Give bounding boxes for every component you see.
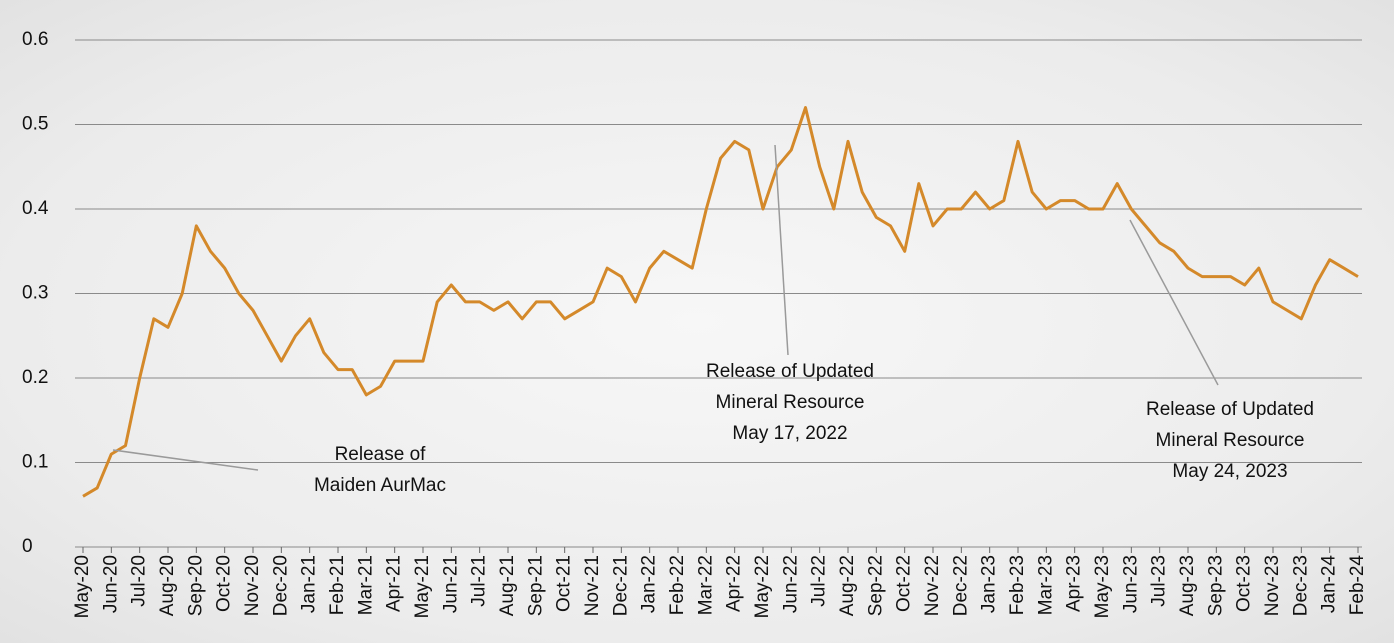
x-tick-label: Apr-21	[384, 555, 405, 612]
x-tick-label: Aug-22	[837, 555, 858, 616]
x-tick-label: Aug-23	[1177, 555, 1198, 616]
x-tick-label: Dec-23	[1290, 555, 1311, 616]
y-tick-label: 0.6	[22, 29, 48, 50]
x-tick-label: May-20	[72, 555, 93, 618]
y-tick-label: 0.2	[22, 367, 48, 388]
x-tick-label: May-22	[752, 555, 773, 618]
x-tick-label: Sep-21	[525, 555, 546, 616]
x-tick-label: Mar-21	[355, 555, 376, 615]
x-tick-label: Dec-20	[270, 555, 291, 616]
x-tick-label: Nov-20	[242, 555, 263, 616]
x-tick-label: May-21	[412, 555, 433, 618]
x-tick-label: Aug-20	[157, 555, 178, 616]
annotation-text: May 24, 2023	[1172, 461, 1287, 482]
x-tick-label: Oct-23	[1234, 555, 1255, 612]
x-tick-label: Sep-23	[1205, 555, 1226, 616]
annotation-text: Mineral Resource	[1156, 430, 1305, 451]
x-tick-label: Nov-23	[1262, 555, 1283, 616]
annotation-text: Release of Updated	[1146, 399, 1314, 420]
x-tick-label: Feb-21	[327, 555, 348, 615]
x-tick-label: Oct-22	[894, 555, 915, 612]
x-tick-label: Jul-23	[1149, 555, 1170, 607]
x-tick-label: Jun-21	[440, 555, 461, 613]
annotation-text: Mineral Resource	[716, 392, 865, 413]
x-tick-label: Jul-21	[469, 555, 490, 607]
annotation-leader	[774, 144, 789, 356]
x-tick-label: Jan-22	[639, 555, 660, 613]
annotation-text: Maiden AurMac	[314, 475, 446, 496]
y-tick-label: 0.3	[22, 283, 48, 304]
x-tick-label: Jan-23	[979, 555, 1000, 613]
x-tick-label: Jun-23	[1120, 555, 1141, 613]
x-tick-label: Sep-22	[865, 555, 886, 616]
annotation-leader	[112, 449, 259, 471]
annotation-text: Release of Updated	[706, 361, 874, 382]
y-tick-label: 0.1	[22, 452, 48, 473]
series-line	[82, 106, 1359, 498]
x-tick-label: Jun-22	[780, 555, 801, 613]
x-tick-label: Jan-21	[299, 555, 320, 613]
x-tick-label: Oct-20	[214, 555, 235, 612]
x-tick-label: Feb-22	[667, 555, 688, 615]
y-tick-label: 0.5	[22, 114, 48, 135]
x-tick-label: Feb-24	[1347, 555, 1368, 616]
x-tick-label: Dec-22	[950, 555, 971, 616]
y-tick-label: 0.4	[22, 198, 49, 219]
x-tick-label: Mar-22	[695, 555, 716, 615]
x-tick-label: May-23	[1092, 555, 1113, 618]
x-tick-label: Sep-20	[185, 555, 206, 616]
x-tick-label: Jun-20	[100, 555, 121, 613]
x-tick-label: Jul-20	[129, 555, 150, 607]
x-tick-label: Oct-21	[554, 555, 575, 612]
x-tick-label: Jul-22	[809, 555, 830, 607]
y-tick-label: 0	[22, 536, 33, 557]
annotation-text: May 17, 2022	[732, 423, 847, 444]
x-tick-label: Apr-23	[1064, 555, 1085, 612]
x-tick-label: Nov-21	[582, 555, 603, 616]
x-tick-label: Apr-22	[724, 555, 745, 612]
x-tick-label: Nov-22	[922, 555, 943, 616]
x-tick-label: Aug-21	[497, 555, 518, 616]
x-tick-label: Mar-23	[1035, 555, 1056, 615]
x-tick-label: Feb-23	[1007, 555, 1028, 615]
annotation-leader	[1129, 219, 1219, 386]
annotation-text: Release of	[335, 444, 427, 465]
x-tick-label: Jan-24	[1319, 555, 1340, 614]
x-tick-label: Dec-21	[610, 555, 631, 616]
